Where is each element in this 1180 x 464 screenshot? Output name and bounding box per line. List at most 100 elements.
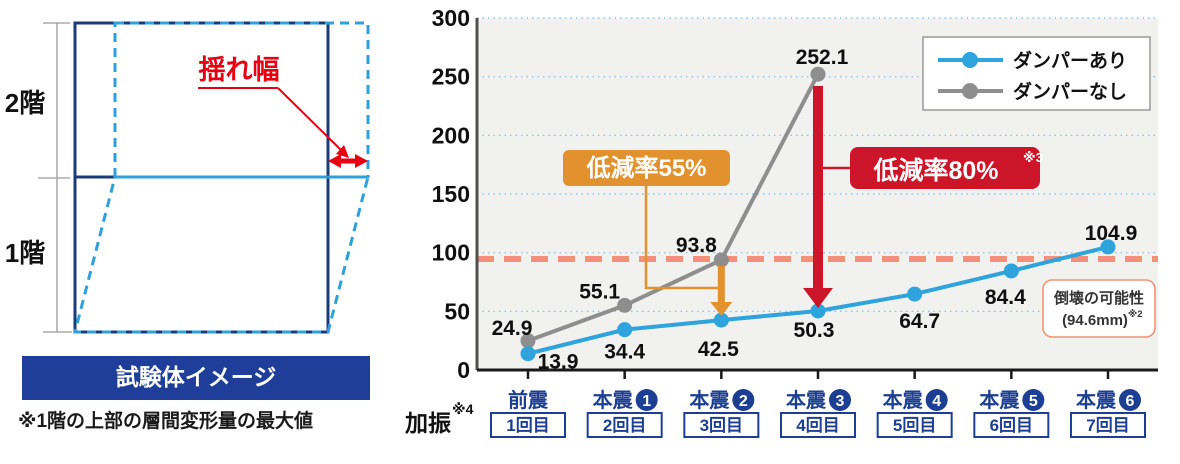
category-number-circle — [732, 389, 755, 411]
x-axis-category: 本震 2 3回目 — [683, 389, 760, 438]
floor2-label: 2階 — [5, 88, 45, 118]
y-axis-tick-label: 150 — [432, 181, 470, 207]
category-main-label: 本震 — [1076, 389, 1117, 412]
category-number: 2 — [739, 393, 748, 410]
category-run-label: 2回目 — [603, 416, 646, 435]
caption-text: 試験体イメージ — [116, 364, 277, 390]
sway-width-arrow — [328, 154, 368, 168]
data-point-label: 252.1 — [796, 46, 849, 69]
collapse-callout-box — [1042, 279, 1156, 338]
data-point-label: 13.9 — [538, 351, 579, 374]
category-main-label: 本震 — [979, 389, 1020, 412]
x-axis-title: 加振 — [404, 410, 451, 436]
x-axis-category: 本震 4 5回目 — [876, 389, 953, 438]
x-axis-category: 本震 6 7回目 — [1069, 389, 1146, 438]
category-run-label: 5回目 — [893, 416, 936, 435]
series-with-damper-marker — [520, 346, 536, 362]
reduction-badge — [563, 150, 730, 186]
diagram-footnote: ※1階の上部の層間変形量の最大値 — [18, 409, 313, 432]
category-run-box — [683, 412, 760, 438]
category-run-box — [779, 412, 856, 438]
series-with-damper-marker — [713, 312, 729, 328]
reduction-badge-superscript: ※3 — [1023, 150, 1043, 165]
data-point-label: 34.4 — [604, 341, 645, 364]
y-axis-tick-label: 0 — [457, 357, 470, 383]
category-run-label: 6回目 — [990, 416, 1033, 435]
y-axis-tick-label: 200 — [432, 122, 470, 148]
y-axis-tick-label: 50 — [444, 298, 470, 324]
x-axis-category: 本震 3 4回目 — [779, 389, 856, 438]
annotation-connector — [644, 186, 718, 290]
category-run-box — [1069, 412, 1146, 438]
category-main-label: 本震 — [593, 389, 634, 412]
specimen-diagram-panel: 2階 1階 揺れ幅 試験体イメージ ※1階の上部の層間変形量の最 — [0, 0, 400, 464]
deformed-frame — [73, 21, 370, 334]
category-number: 3 — [836, 393, 845, 410]
series-without-damper-marker — [617, 297, 633, 313]
legend-label: ダンパーあり — [1013, 49, 1127, 72]
annotation-arrowhead — [802, 288, 833, 308]
series-without-damper — [520, 66, 826, 349]
category-run-box — [876, 412, 953, 438]
series-with-damper-marker — [1100, 239, 1116, 255]
data-point-label: 24.9 — [492, 317, 533, 340]
series-without-damper-marker — [520, 333, 536, 349]
category-main-label: 本震 — [883, 389, 924, 412]
category-number-circle — [828, 389, 851, 411]
category-run-label: 4回目 — [796, 416, 839, 435]
category-number-circle — [1022, 389, 1045, 411]
data-point-label: 104.9 — [1085, 222, 1138, 245]
legend-marker-sample — [962, 52, 978, 68]
category-run-box — [586, 412, 663, 438]
annotation-arrowhead — [710, 302, 733, 316]
category-main-label: 本震 — [689, 389, 730, 412]
x-axis-category: 本震 5 6回目 — [973, 389, 1050, 438]
sway-label: 揺れ幅 — [199, 55, 280, 85]
reduction-badge — [850, 147, 1040, 189]
sway-annotation: 揺れ幅 — [198, 55, 368, 168]
collapse-callout-line1: 倒壊の可能性 — [1053, 289, 1144, 307]
category-run-label: 3回目 — [700, 416, 743, 435]
series-without-damper-line — [527, 73, 820, 343]
category-number: 6 — [1126, 393, 1135, 410]
category-main-label: 前震 — [508, 388, 549, 412]
measure-bracket — [38, 22, 72, 333]
data-point-label: 55.1 — [579, 280, 620, 303]
category-run-label: 7回目 — [1086, 416, 1129, 435]
x-axis-title-superscript: ※4 — [452, 401, 474, 417]
data-point-label: 93.8 — [676, 234, 717, 257]
legend-marker-sample — [962, 83, 978, 99]
collapse-callout-superscript: ※2 — [1128, 309, 1143, 320]
category-number: 5 — [1029, 393, 1038, 410]
sway-line-chart: 0 50 100 150 200 250 300 低減率55% 低減率80% ※3 13.9 34.4… — [404, 5, 1158, 438]
category-run-box — [973, 412, 1050, 438]
category-number: 1 — [642, 393, 651, 410]
data-point-label: 64.7 — [899, 310, 940, 333]
y-axis-tick-label: 100 — [432, 240, 470, 266]
data-point-label: 42.5 — [698, 338, 739, 361]
series-with-damper-marker — [907, 286, 923, 302]
sway-chart-panel: 0 50 100 150 200 250 300 低減率55% 低減率80% ※3 13.9 34.4… — [400, 0, 1180, 464]
series-without-damper-marker — [713, 252, 729, 268]
y-axis-tick-label: 300 — [432, 5, 470, 31]
floor1-label: 1階 — [5, 238, 45, 268]
y-axis-tick-label: 250 — [432, 64, 470, 90]
category-main-label: 本震 — [786, 389, 827, 412]
category-number-circle — [635, 389, 658, 411]
collapse-callout: 倒壊の可能性 (94.6mm) ※2 — [1042, 279, 1156, 338]
caption-banner — [22, 356, 370, 400]
series-with-damper-marker — [617, 322, 633, 338]
reduction-annotation: 低減率80% ※3 — [802, 86, 1043, 308]
category-number-circle — [925, 389, 948, 411]
series-with-damper — [520, 239, 1116, 362]
reduction-badge-label: 低減率80% — [872, 156, 998, 185]
series-without-damper-marker — [810, 66, 826, 82]
data-point-label: 50.3 — [794, 319, 835, 342]
reduction-annotation: 低減率55% — [563, 150, 733, 316]
specimen-diagram: 2階 1階 揺れ幅 試験体イメージ ※1階の上部の層間変形量の最 — [5, 21, 370, 432]
collapse-callout-line2: (94.6mm) — [1062, 312, 1128, 329]
series-with-damper-marker — [1003, 263, 1019, 279]
series-with-damper-marker — [810, 303, 826, 319]
category-number: 4 — [932, 393, 941, 410]
